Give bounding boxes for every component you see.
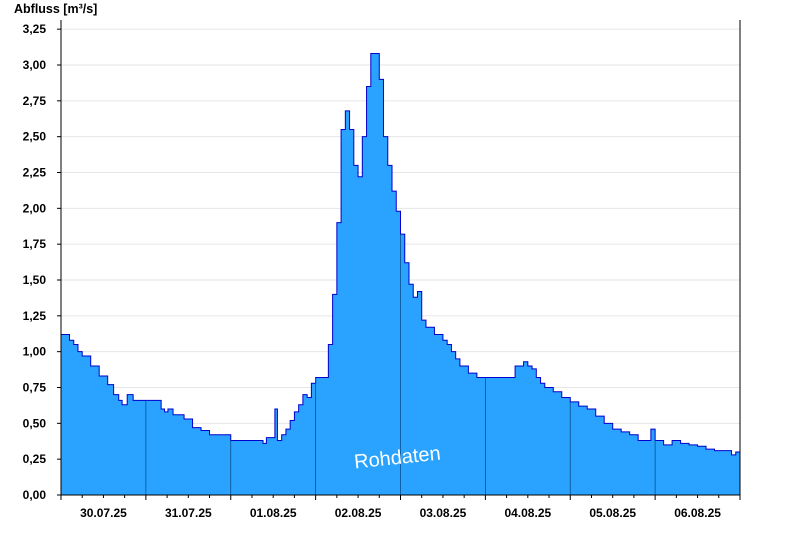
- x-tick-label: 01.08.25: [250, 506, 297, 520]
- y-tick-label: 0,00: [23, 488, 47, 502]
- y-tick-label: 1,00: [23, 345, 47, 359]
- y-tick-label: 2,75: [23, 94, 47, 108]
- x-tick-labels: 30.07.25 31.07.25 01.08.25 02.08.25 03.08.25…: [60, 495, 741, 520]
- y-tick-label: 1,75: [23, 237, 47, 251]
- y-tick-label: 1,50: [23, 273, 47, 287]
- x-tick-label: 05.08.25: [589, 506, 636, 520]
- y-axis-label: Abfluss [m³/s]: [14, 2, 97, 16]
- x-tick-label: 30.07.25: [80, 506, 127, 520]
- y-tick-label: 0,25: [23, 452, 47, 466]
- y-tick-label: 2,50: [23, 130, 47, 144]
- x-tick-label: 04.08.25: [504, 506, 551, 520]
- x-tick-label: 02.08.25: [335, 506, 382, 520]
- y-tick-label: 1,25: [23, 309, 47, 323]
- x-tick-label: 06.08.25: [674, 506, 721, 520]
- x-tick-label: 03.08.25: [420, 506, 467, 520]
- series-line: [61, 53, 741, 456]
- y-tick-label: 2,00: [23, 201, 47, 215]
- y-tick-label: 0,50: [23, 416, 47, 430]
- y-tick-label: 0,75: [23, 381, 47, 395]
- x-tick-label: 31.07.25: [165, 506, 212, 520]
- day-separators: [145, 234, 656, 495]
- y-tick-label: 3,25: [23, 22, 47, 36]
- y-tick-label: 3,00: [23, 58, 47, 72]
- y-tick-label: 2,25: [23, 166, 47, 180]
- y-tick-labels: 0,00 0,25 0,50 0,75 1,00 1,25 1,50 1,75 2,00 2,25…: [23, 22, 61, 502]
